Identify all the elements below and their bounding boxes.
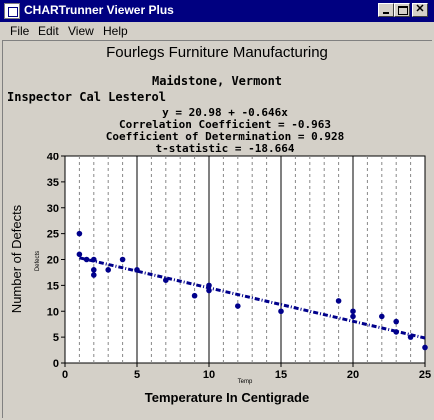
t-statistic: t-statistic = -18.664 [155, 142, 295, 155]
menu-view-label: View [68, 24, 94, 38]
data-point [278, 308, 284, 315]
minimize-icon [383, 12, 389, 14]
data-point [235, 303, 241, 309]
maximize-button[interactable] [394, 3, 410, 17]
x-tick-label: 25 [419, 369, 431, 381]
regression-line [79, 256, 426, 340]
x-tick-label: 15 [275, 369, 287, 381]
company-title: Fourlegs Furniture Manufacturing [106, 44, 328, 61]
y-tick-label: 20 [47, 255, 59, 267]
y-tick-label: 15 [47, 280, 59, 292]
data-point [393, 318, 400, 325]
y-tick-label: 5 [53, 332, 59, 344]
data-point [76, 230, 83, 237]
data-point [163, 277, 169, 283]
data-point [407, 334, 414, 340]
maximize-icon [398, 6, 408, 15]
correlation-coefficient: Correlation Coefficient = -0.963 [119, 118, 331, 131]
data-point [105, 267, 111, 273]
data-point [379, 313, 385, 320]
data-points [76, 230, 428, 351]
regression-equation: y = 20.98 + -0.646x [162, 106, 288, 119]
data-point [206, 282, 212, 289]
data-point [393, 329, 400, 335]
location-subtitle: Maidstone, Vermont [151, 74, 283, 88]
data-point [335, 298, 342, 304]
data-point [422, 344, 428, 351]
y-axis-small-label: Defects [35, 251, 41, 271]
x-tick-label: 10 [203, 369, 215, 381]
menu-help-label: Help [103, 24, 128, 38]
menu-help[interactable]: Help [103, 24, 128, 38]
data-point [206, 287, 212, 294]
menu-edit-label: Edit [38, 24, 59, 38]
menu-view[interactable]: View [68, 24, 94, 38]
regression-fit-line [79, 256, 426, 340]
data-point [76, 251, 83, 258]
y-axis-ticks: 0 5 10 15 20 25 30 35 40 [47, 153, 65, 370]
x-axis-label: Temperature In Centigrade [145, 390, 309, 405]
y-tick-label: 30 [47, 203, 59, 215]
y-axis-label: Number of Defects [9, 204, 24, 313]
x-axis-small-label: Temp [238, 379, 253, 385]
menu-file-label: File [10, 24, 30, 38]
x-tick-label: 20 [347, 369, 359, 381]
data-point [350, 308, 356, 315]
y-tick-label: 0 [53, 358, 59, 370]
window-title: CHARTrunner Viewer Plus [24, 3, 174, 17]
data-point [191, 292, 198, 299]
x-tick-label: 5 [134, 369, 140, 381]
close-icon: ✕ [415, 3, 425, 15]
y-tick-label: 25 [47, 229, 59, 241]
coefficient-of-determination: Coefficient of Determination = 0.928 [105, 130, 345, 143]
y-tick-label: 35 [47, 177, 59, 189]
y-tick-label: 40 [47, 153, 59, 163]
minimize-button[interactable] [378, 3, 394, 17]
title-bar[interactable]: CHARTrunner Viewer Plus ✕ [0, 0, 434, 22]
data-point [119, 256, 126, 263]
menu-edit[interactable]: Edit [38, 24, 59, 38]
data-point [91, 267, 97, 273]
data-point [91, 272, 97, 278]
menu-bar: File Edit View Help [0, 22, 434, 40]
data-point [350, 313, 356, 320]
y-tick-label: 10 [47, 306, 59, 318]
x-tick-label: 0 [62, 369, 68, 381]
x-axis-ticks: 0 5 10 15 20 25 [62, 363, 431, 381]
data-point [91, 256, 97, 263]
inspector-label: Inspector Cal Lesterol [7, 90, 166, 104]
data-point [134, 267, 140, 273]
data-point [83, 256, 90, 263]
grid-lines [78, 156, 412, 363]
app-icon[interactable] [4, 3, 20, 19]
scatter-chart: 0 5 10 15 20 25 30 35 40 0 5 10 15 20 25 Number of De… [9, 153, 431, 405]
menu-file[interactable]: File [10, 24, 29, 38]
plot-area [64, 155, 426, 364]
close-button[interactable]: ✕ [412, 3, 428, 17]
chart-panel: Fourlegs Furniture Manufacturing Maidsto… [2, 40, 432, 418]
